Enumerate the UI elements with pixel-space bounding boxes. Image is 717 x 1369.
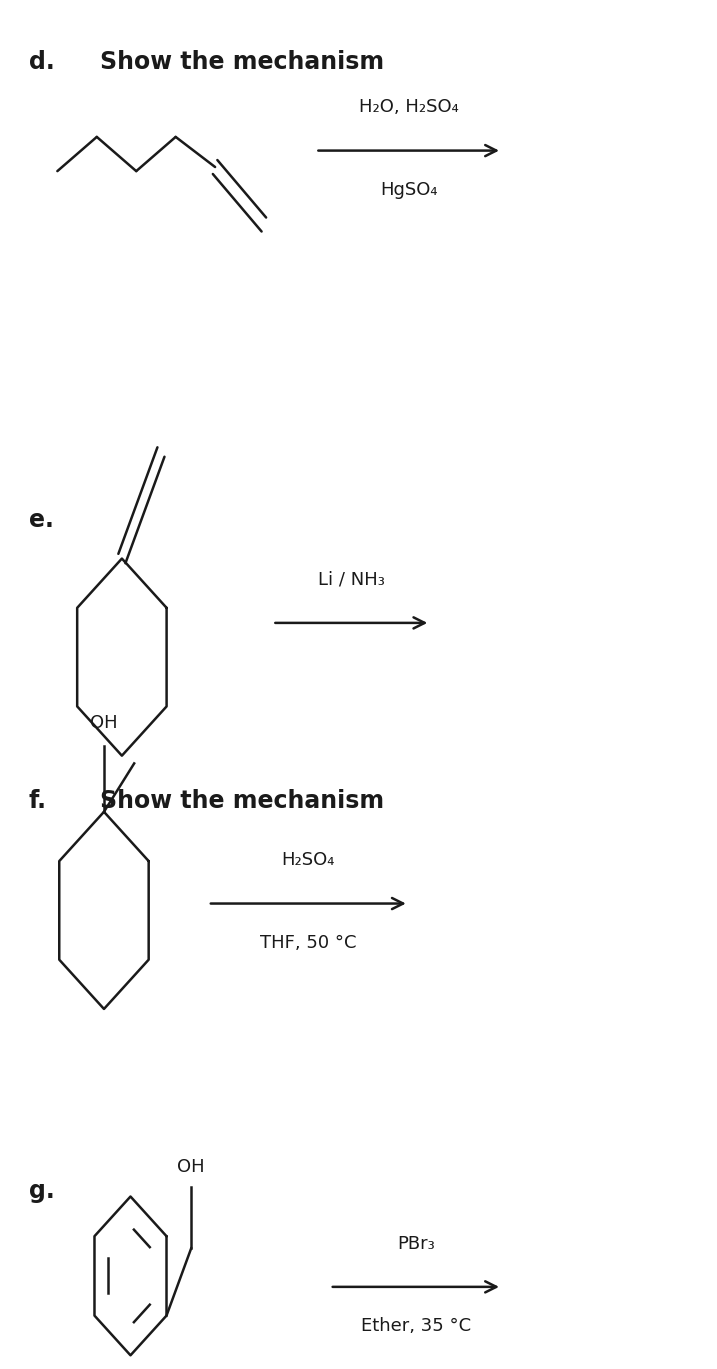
- Text: d.: d.: [29, 49, 54, 74]
- Text: f.: f.: [29, 789, 47, 813]
- Text: OH: OH: [90, 715, 118, 732]
- Text: g.: g.: [29, 1179, 54, 1203]
- Text: THF, 50 °C: THF, 50 °C: [260, 934, 356, 951]
- Text: PBr₃: PBr₃: [397, 1235, 435, 1253]
- Text: Li / NH₃: Li / NH₃: [318, 571, 385, 589]
- Text: H₂O, H₂SO₄: H₂O, H₂SO₄: [358, 99, 459, 116]
- Text: Ether, 35 °C: Ether, 35 °C: [361, 1317, 471, 1335]
- Text: HgSO₄: HgSO₄: [380, 181, 437, 199]
- Text: Show the mechanism: Show the mechanism: [100, 49, 384, 74]
- Text: OH: OH: [177, 1158, 205, 1176]
- Text: e.: e.: [29, 508, 54, 533]
- Text: H₂SO₄: H₂SO₄: [282, 852, 335, 869]
- Text: Show the mechanism: Show the mechanism: [100, 789, 384, 813]
